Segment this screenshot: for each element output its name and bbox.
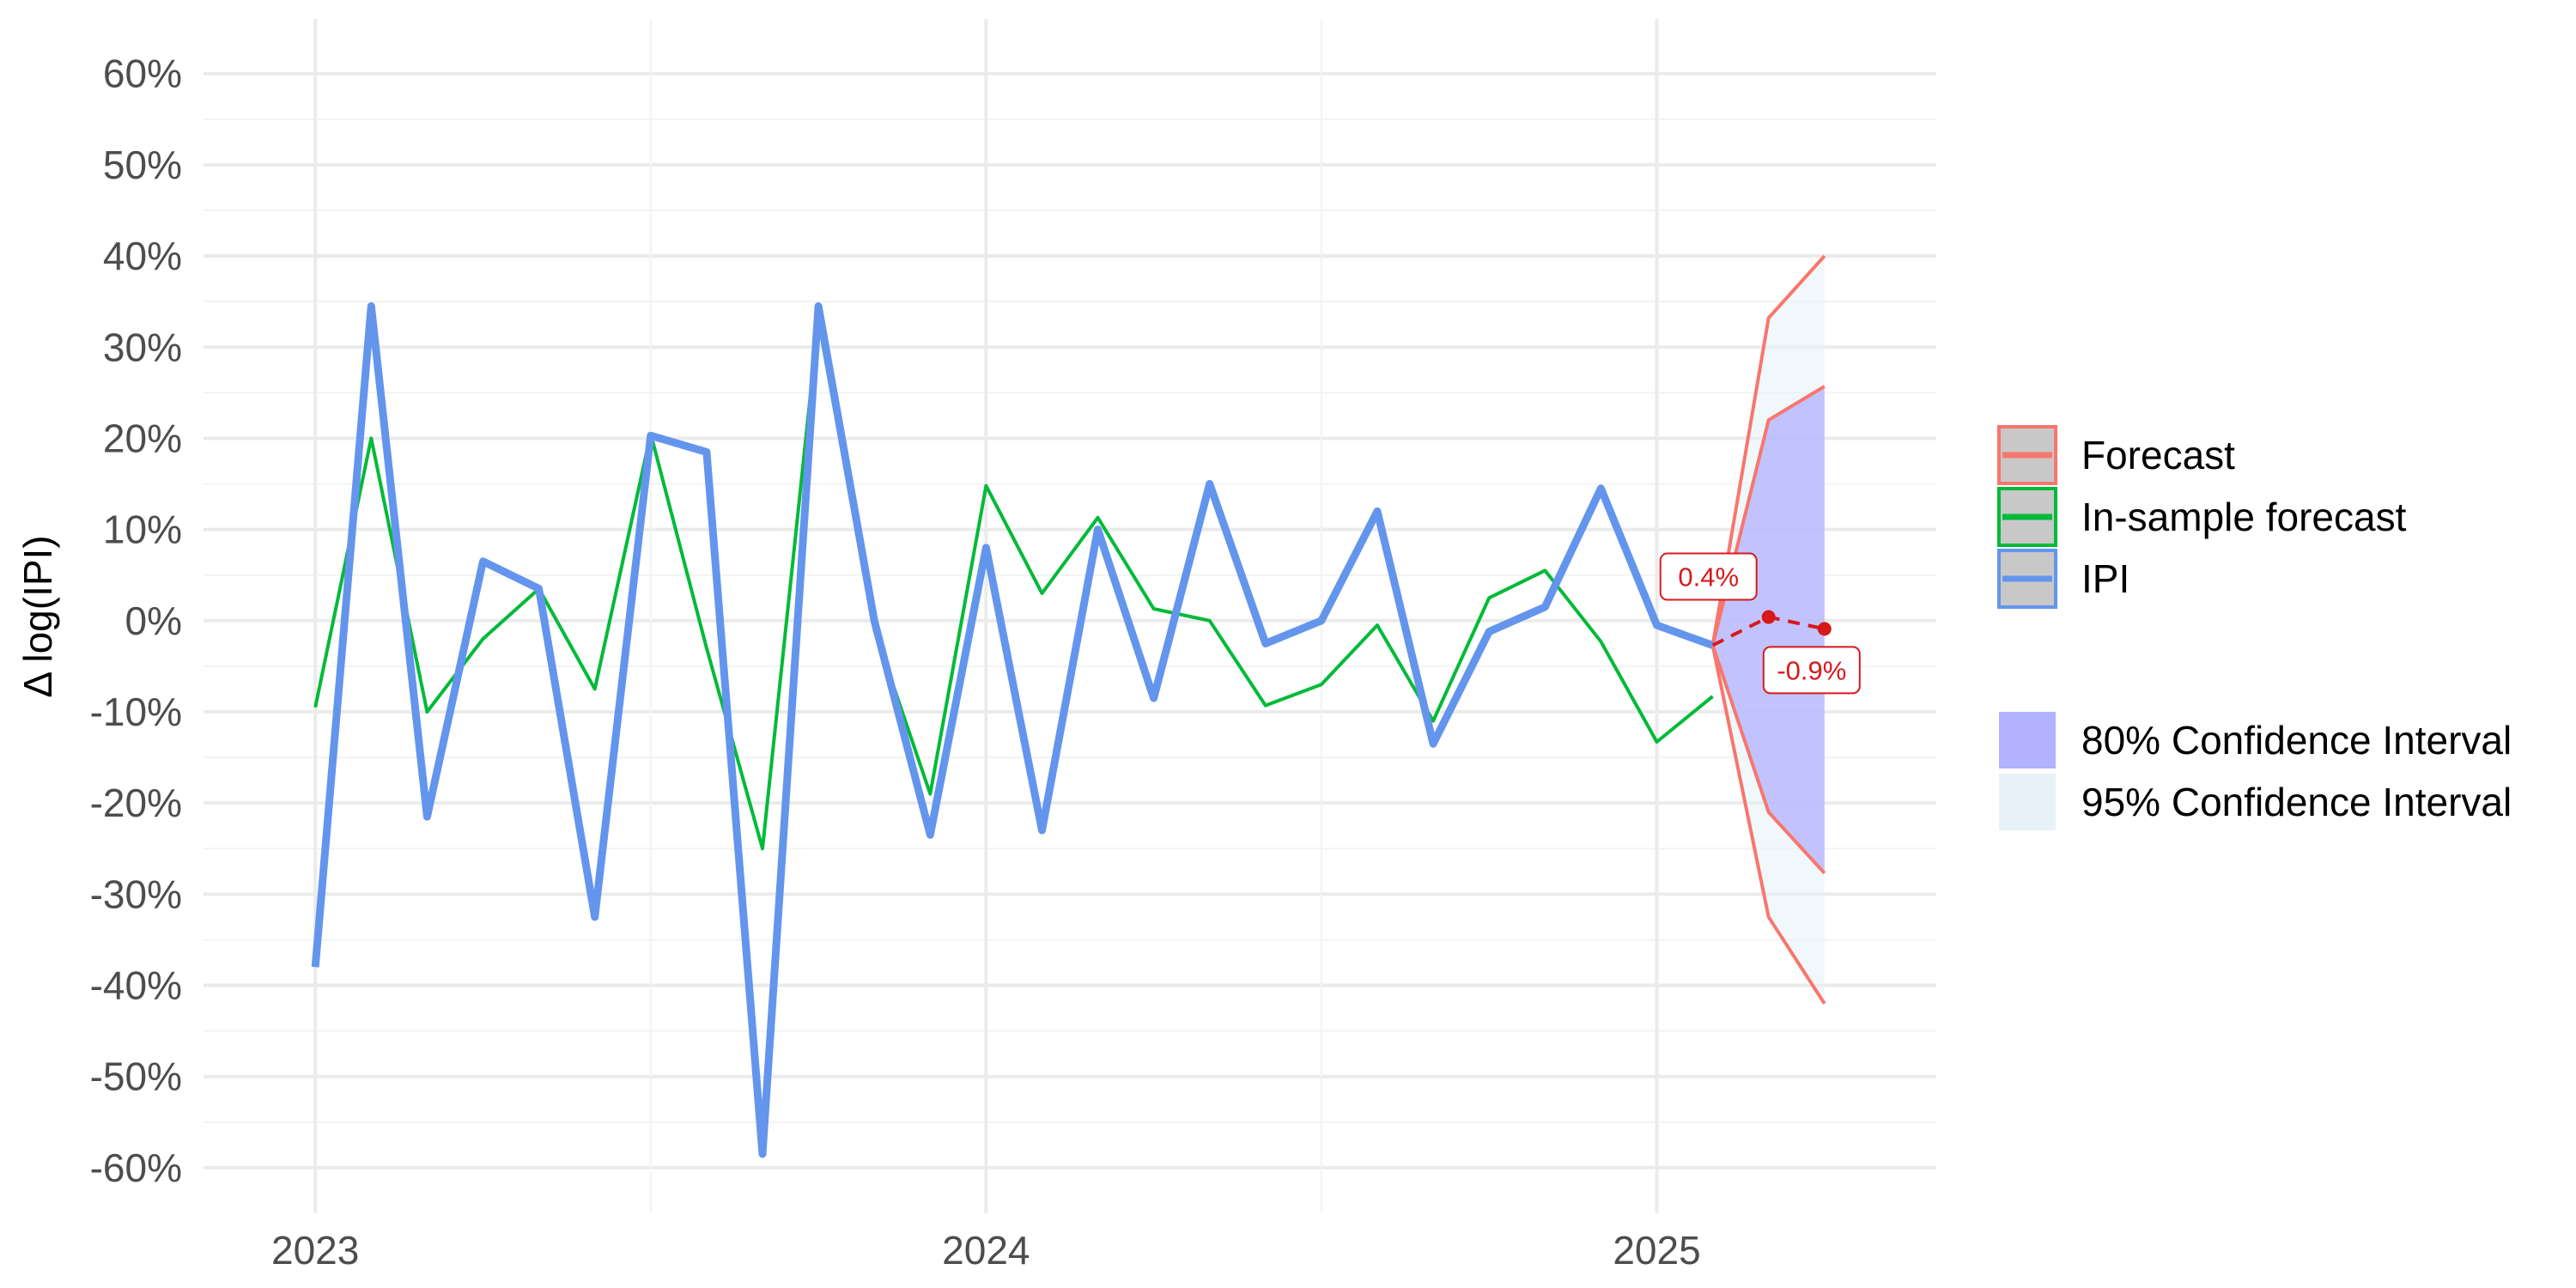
x-axis-ticks: 2023 2024 2025 [271, 1228, 1701, 1273]
y-tick-label: 60% [103, 52, 182, 96]
forecast-lower95-line [1710, 645, 1826, 1005]
legend-band-key [1999, 774, 2056, 830]
y-axis-title: Δ log(IPI) [15, 535, 60, 697]
x-tick-label: 2025 [1613, 1228, 1700, 1273]
y-tick-label: -20% [90, 781, 182, 825]
in-sample-forecast-line [313, 318, 1714, 851]
y-tick-label: -40% [90, 963, 182, 1008]
y-tick-label: 40% [103, 234, 182, 278]
y-tick-label: -30% [90, 872, 182, 916]
annotation-label: 0.4% [1678, 562, 1739, 592]
legend-label: Forecast [2081, 433, 2235, 477]
y-tick-label: -10% [90, 690, 182, 734]
x-tick-label: 2023 [271, 1228, 359, 1273]
y-tick-label: 30% [103, 325, 182, 369]
legend: Forecast In-sample forecast IPI 80% Confide… [1997, 425, 2512, 830]
y-tick-label: 50% [103, 143, 182, 187]
x-tick-label: 2024 [942, 1228, 1030, 1273]
ipi-line [311, 302, 1715, 1158]
legend-label: 95% Confidence Interval [2081, 780, 2512, 824]
legend-band-key [1999, 712, 2056, 769]
annotation-box [1659, 552, 1758, 601]
forecast-upper95-line [1710, 254, 1826, 646]
series-lines [311, 254, 1832, 1158]
y-tick-label: 10% [103, 507, 182, 552]
annotation-box [1762, 646, 1861, 695]
y-tick-label: 20% [103, 416, 182, 460]
y-tick-label: 0% [125, 598, 182, 643]
y-axis-ticks: -60% -50% -40% -30% -20% -10% 0% 10% 20% 30% 40% 50… [90, 52, 182, 1190]
y-tick-label: -50% [90, 1054, 182, 1099]
confidence-bands [1712, 256, 1825, 1004]
annotation-label: -0.9% [1777, 655, 1846, 685]
legend-label: 80% Confidence Interval [2081, 718, 2512, 762]
forecast-point [1761, 610, 1776, 624]
forecast-point [1817, 622, 1832, 636]
forecast-annotations: 0.4% -0.9% [1659, 552, 1861, 695]
legend-label: IPI [2081, 556, 2129, 601]
ci80-band [1712, 386, 1825, 873]
y-tick-label: -60% [90, 1145, 182, 1190]
legend-label: In-sample forecast [2081, 495, 2407, 539]
forecast-lower80-line [1710, 644, 1826, 875]
grid-lines [204, 19, 1936, 1213]
